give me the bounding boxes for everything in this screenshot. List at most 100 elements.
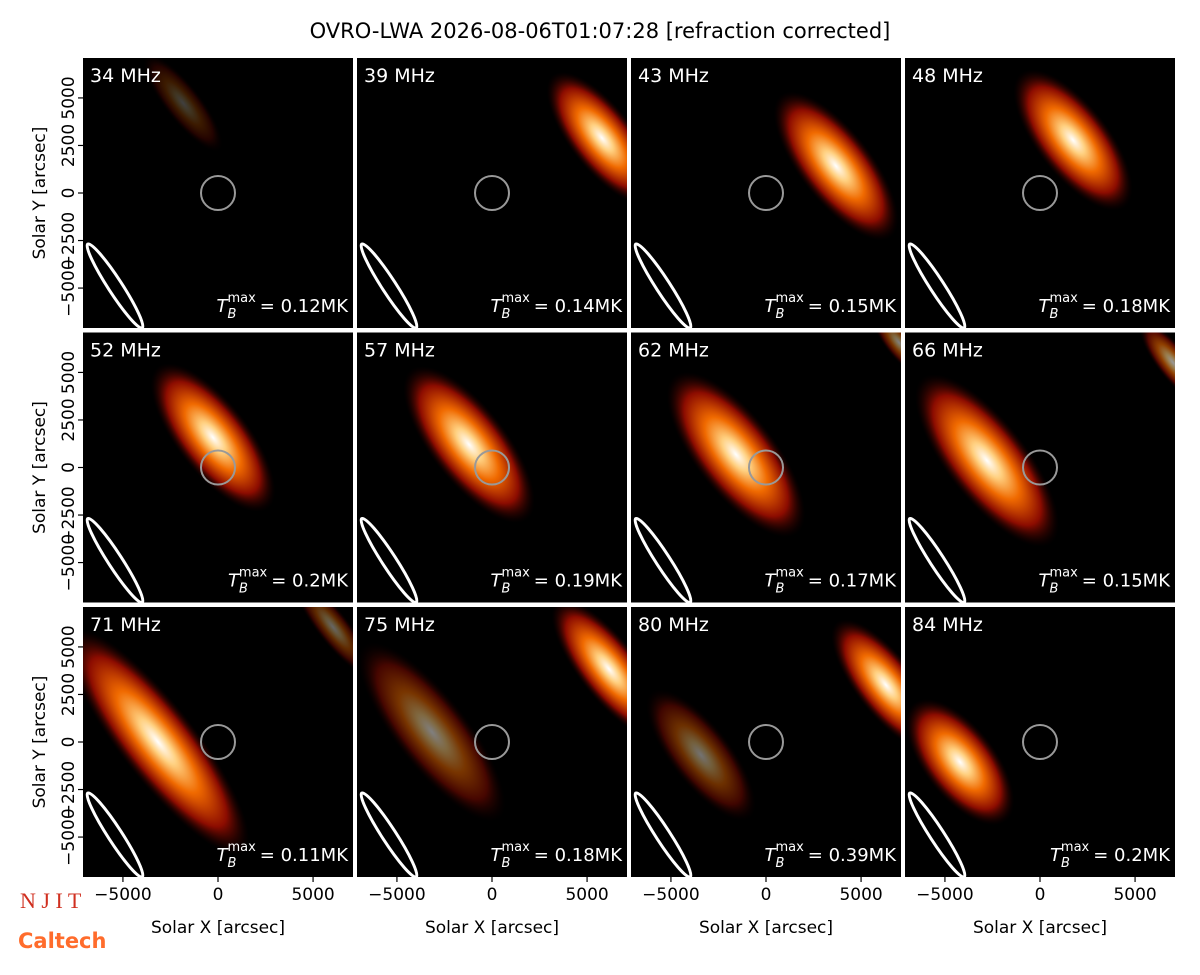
solar-disk [474,724,510,760]
x-tick-label: 5000 [839,885,882,905]
tmax-label: TBmax = 0.19MK [491,566,624,597]
tmax-superscript: max [501,840,530,855]
emission [83,629,250,855]
y-tick-label: 5000 [59,76,79,119]
x-axis-label: Solar X [arcsec] [973,918,1107,938]
solar-disk [474,175,510,211]
x-tick-label: 0 [761,885,772,905]
panel-background [83,58,353,328]
figure-title: OVRO-LWA 2026-08-06T01:07:28 [refraction… [310,19,891,43]
tmax-label: TBmax = 0.2MK [228,566,349,597]
panel [357,607,627,877]
tmax-subscript: B [1061,856,1070,871]
panel-title: 48 MHz [912,65,983,87]
tmax-symbol: T [228,571,241,592]
emission [666,371,806,538]
tmax-label: TBmax = 0.15MK [1039,566,1172,597]
beam [633,242,693,328]
tmax-symbol: T [1050,845,1063,866]
emission [358,642,506,822]
tmax-symbol: T [1039,571,1052,592]
panel [357,58,627,328]
panel-title: 34 MHz [90,65,161,87]
tmax-label: TBmax = 0.39MK [765,840,898,871]
y-tick-label: −2500 [59,212,79,270]
tmax-symbol: T [217,845,230,866]
emission [1139,332,1175,404]
tmax-symbol: T [491,296,504,317]
panel-title: 39 MHz [364,65,435,87]
panel-title: 80 MHz [638,614,709,636]
tmax-value: = 0.11MK [260,845,349,866]
panel [83,332,353,603]
tmax-label: TBmax = 0.17MK [765,566,898,597]
y-tick-label: −5000 [59,534,79,592]
x-tick-label: −5000 [916,885,974,905]
tmax-symbol: T [765,845,778,866]
panel [631,332,901,603]
panel-title: 62 MHz [638,340,709,362]
tmax-symbol: T [765,571,778,592]
solar-disk [748,724,784,760]
tmax-label: TBmax = 0.14MK [491,291,624,322]
beam [85,791,145,877]
y-tick-label: 0 [59,462,79,473]
beam [633,791,693,877]
y-axis-label: Solar Y [arcsec] [30,676,50,809]
tmax-value: = 0.15MK [1082,571,1171,592]
tmax-value: = 0.17MK [808,571,897,592]
tmax-subscript: B [502,307,511,322]
emission [915,374,1059,547]
panel-title: 84 MHz [912,614,983,636]
beam [359,791,419,877]
tmax-value: = 0.18MK [1082,296,1171,317]
beam [359,242,419,328]
tmax-superscript: max [227,291,256,306]
x-axis-label: Solar X [arcsec] [699,918,833,938]
beam [907,516,967,603]
panel [905,607,1175,877]
tmax-superscript: max [775,291,804,306]
x-axis-label: Solar X [arcsec] [151,918,285,938]
tmax-superscript: max [501,566,530,581]
y-tick-label: −5000 [59,259,79,317]
tmax-superscript: max [775,840,804,855]
tmax-label: TBmax = 0.12MK [217,291,350,322]
x-tick-label: 0 [1035,885,1046,905]
panel [631,58,901,328]
panel-title: 75 MHz [364,614,435,636]
panel [357,332,627,603]
y-tick-label: 5000 [59,625,79,668]
emission [150,363,276,512]
y-tick-label: 0 [59,737,79,748]
solar-disk [748,175,784,211]
emission [143,58,223,152]
tmax-superscript: max [1049,291,1078,306]
emission [293,607,353,676]
tmax-superscript: max [775,566,804,581]
x-tick-label: 5000 [565,885,608,905]
tmax-subscript: B [239,582,248,597]
x-tick-label: −5000 [94,885,152,905]
x-tick-label: −5000 [368,885,426,905]
panel-title: 57 MHz [364,340,435,362]
solar-disk [1022,724,1058,760]
tmax-superscript: max [239,566,268,581]
panel-title: 52 MHz [90,340,161,362]
tmax-value: = 0.39MK [808,845,897,866]
x-tick-label: 0 [213,885,224,905]
emission [831,619,901,751]
x-tick-label: 0 [487,885,498,905]
y-tick-label: 2500 [59,124,79,167]
tmax-subscript: B [502,582,511,597]
y-tick-label: 2500 [59,673,79,716]
tmax-label: TBmax = 0.18MK [491,840,624,871]
solar-disk [1022,449,1058,486]
emission [403,366,535,523]
tmax-label: TBmax = 0.15MK [765,291,898,322]
tmax-value: = 0.2MK [1093,845,1171,866]
y-tick-label: 5000 [59,351,79,394]
x-axis-label: Solar X [arcsec] [425,918,559,938]
x-tick-label: −5000 [642,885,700,905]
